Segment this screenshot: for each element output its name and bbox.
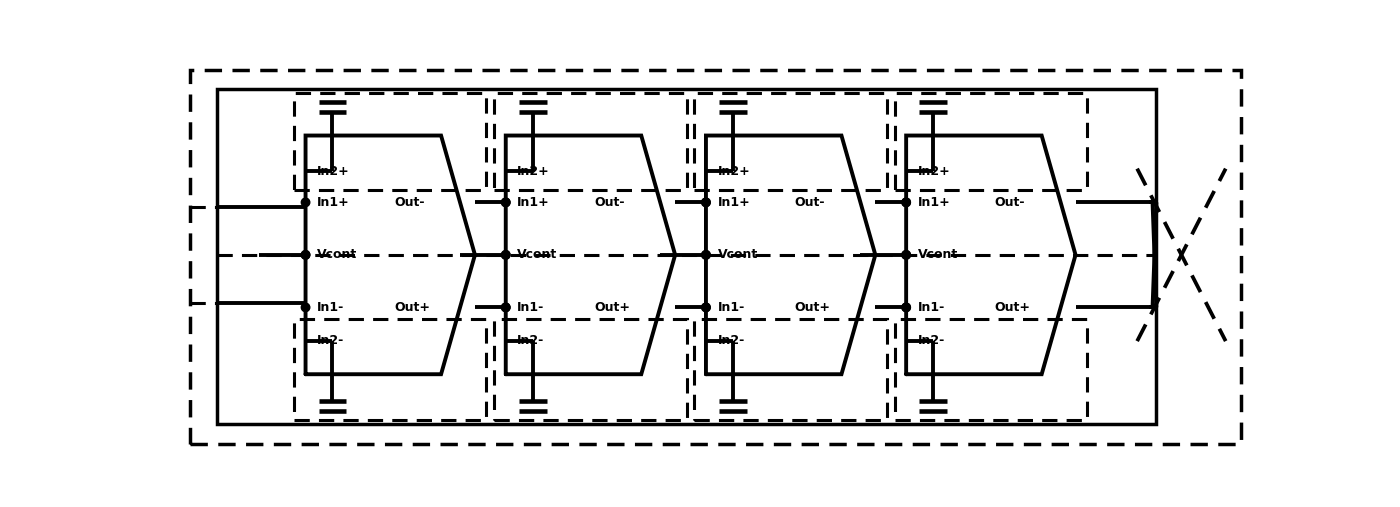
Circle shape: [902, 198, 910, 206]
Text: In2-: In2-: [517, 334, 545, 347]
Text: Out+: Out+: [594, 301, 630, 314]
Text: Out+: Out+: [393, 301, 430, 314]
Bar: [694, 93, 888, 191]
Text: In1-: In1-: [517, 301, 545, 314]
Bar: [494, 93, 686, 191]
Bar: [895, 93, 1086, 191]
Circle shape: [301, 250, 309, 259]
Text: In2+: In2+: [918, 165, 951, 178]
Bar: [217, 89, 1156, 424]
Text: In1-: In1-: [918, 301, 945, 314]
Circle shape: [301, 303, 309, 312]
Text: In2+: In2+: [517, 165, 550, 178]
Circle shape: [902, 250, 910, 259]
Circle shape: [301, 198, 309, 206]
Circle shape: [501, 250, 510, 259]
Text: Vcont: Vcont: [517, 248, 557, 262]
Text: Out-: Out-: [994, 196, 1025, 209]
Text: In1-: In1-: [316, 301, 344, 314]
Circle shape: [701, 250, 710, 259]
Text: Out+: Out+: [794, 301, 830, 314]
Text: Out-: Out-: [794, 196, 825, 209]
Text: In2-: In2-: [316, 334, 344, 347]
Circle shape: [701, 198, 710, 206]
Text: In2+: In2+: [717, 165, 750, 178]
Circle shape: [501, 198, 510, 206]
Bar: [694, 319, 888, 420]
Text: In2-: In2-: [918, 334, 945, 347]
Bar: [294, 93, 486, 191]
Circle shape: [701, 303, 710, 312]
Text: Vcont: Vcont: [918, 248, 958, 262]
Circle shape: [902, 303, 910, 312]
Bar: [494, 319, 686, 420]
Circle shape: [902, 303, 910, 312]
Circle shape: [501, 303, 510, 312]
Bar: [895, 319, 1086, 420]
Text: In1-: In1-: [717, 301, 745, 314]
Circle shape: [701, 303, 710, 312]
Text: In1+: In1+: [517, 196, 550, 209]
Text: In2-: In2-: [717, 334, 745, 347]
Circle shape: [301, 250, 309, 259]
Text: Out-: Out-: [393, 196, 424, 209]
Text: Out+: Out+: [994, 301, 1030, 314]
Circle shape: [902, 250, 910, 259]
Text: Vcont: Vcont: [316, 248, 357, 262]
Text: Vcont: Vcont: [717, 248, 757, 262]
Text: In1+: In1+: [717, 196, 750, 209]
Circle shape: [501, 198, 510, 206]
Text: In2+: In2+: [316, 165, 350, 178]
Circle shape: [701, 250, 710, 259]
Circle shape: [501, 303, 510, 312]
Bar: [294, 319, 486, 420]
Text: Out-: Out-: [594, 196, 624, 209]
Circle shape: [701, 198, 710, 206]
Circle shape: [501, 250, 510, 259]
Text: In1+: In1+: [316, 196, 350, 209]
Text: In1+: In1+: [918, 196, 951, 209]
Circle shape: [902, 198, 910, 206]
